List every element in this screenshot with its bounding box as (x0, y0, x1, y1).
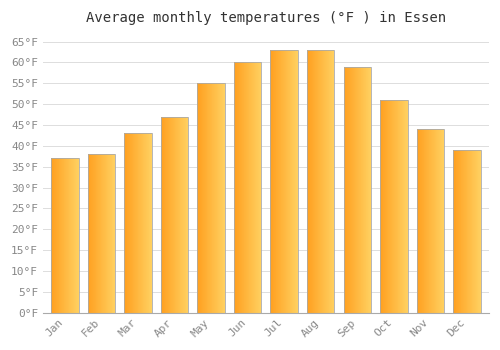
Bar (416, 129, 444, 313)
Bar (161, 117, 188, 313)
Bar (344, 66, 371, 313)
Bar (454, 150, 480, 313)
Bar (198, 83, 225, 313)
Bar (51, 158, 78, 313)
Bar (307, 50, 334, 313)
Bar (380, 100, 407, 313)
Bar (88, 154, 115, 313)
Title: Average monthly temperatures (°F ) in Essen: Average monthly temperatures (°F ) in Es… (86, 11, 446, 25)
Bar (124, 133, 152, 313)
Bar (234, 62, 262, 313)
Bar (270, 50, 298, 313)
